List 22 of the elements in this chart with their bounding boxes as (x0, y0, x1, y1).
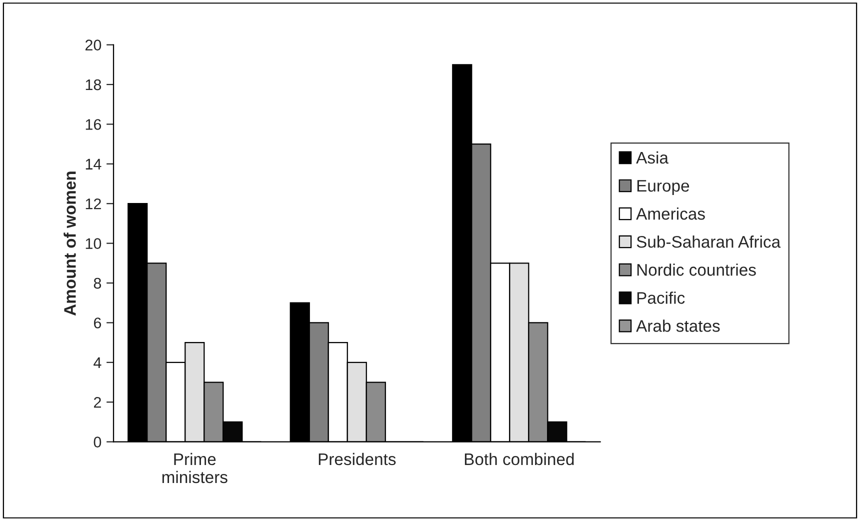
x-tick-label: Prime ministers (162, 452, 228, 484)
y-tick-label: 4 (94, 357, 102, 368)
y-tick-label: 12 (86, 198, 101, 210)
y-tick-label: 0 (94, 436, 102, 448)
y-tick-label: 16 (86, 119, 102, 130)
y-tick-label: 6 (94, 318, 102, 328)
y-tick-label: 14 (86, 158, 102, 170)
legend-label: Europe (637, 180, 690, 195)
y-tick-label: 20 (85, 40, 102, 50)
legend-label: Pacific (637, 292, 685, 304)
y-tick-label: 2 (94, 396, 101, 408)
x-tick-label: Presidents (318, 452, 396, 466)
y-axis-title: Amount of women (64, 172, 76, 316)
legend-label: Americas (636, 208, 705, 220)
legend-label: Nordic countries (637, 264, 756, 276)
y-tick-label: 18 (86, 79, 102, 90)
legend-label: Asia (636, 151, 668, 164)
legend-label: Arab states (636, 320, 720, 332)
x-tick-label: Both combined (464, 452, 574, 466)
legend-label: Sub-Saharan Africa (636, 236, 781, 248)
y-tick-label: 10 (86, 238, 102, 249)
y-tick-label: 8 (94, 278, 102, 289)
